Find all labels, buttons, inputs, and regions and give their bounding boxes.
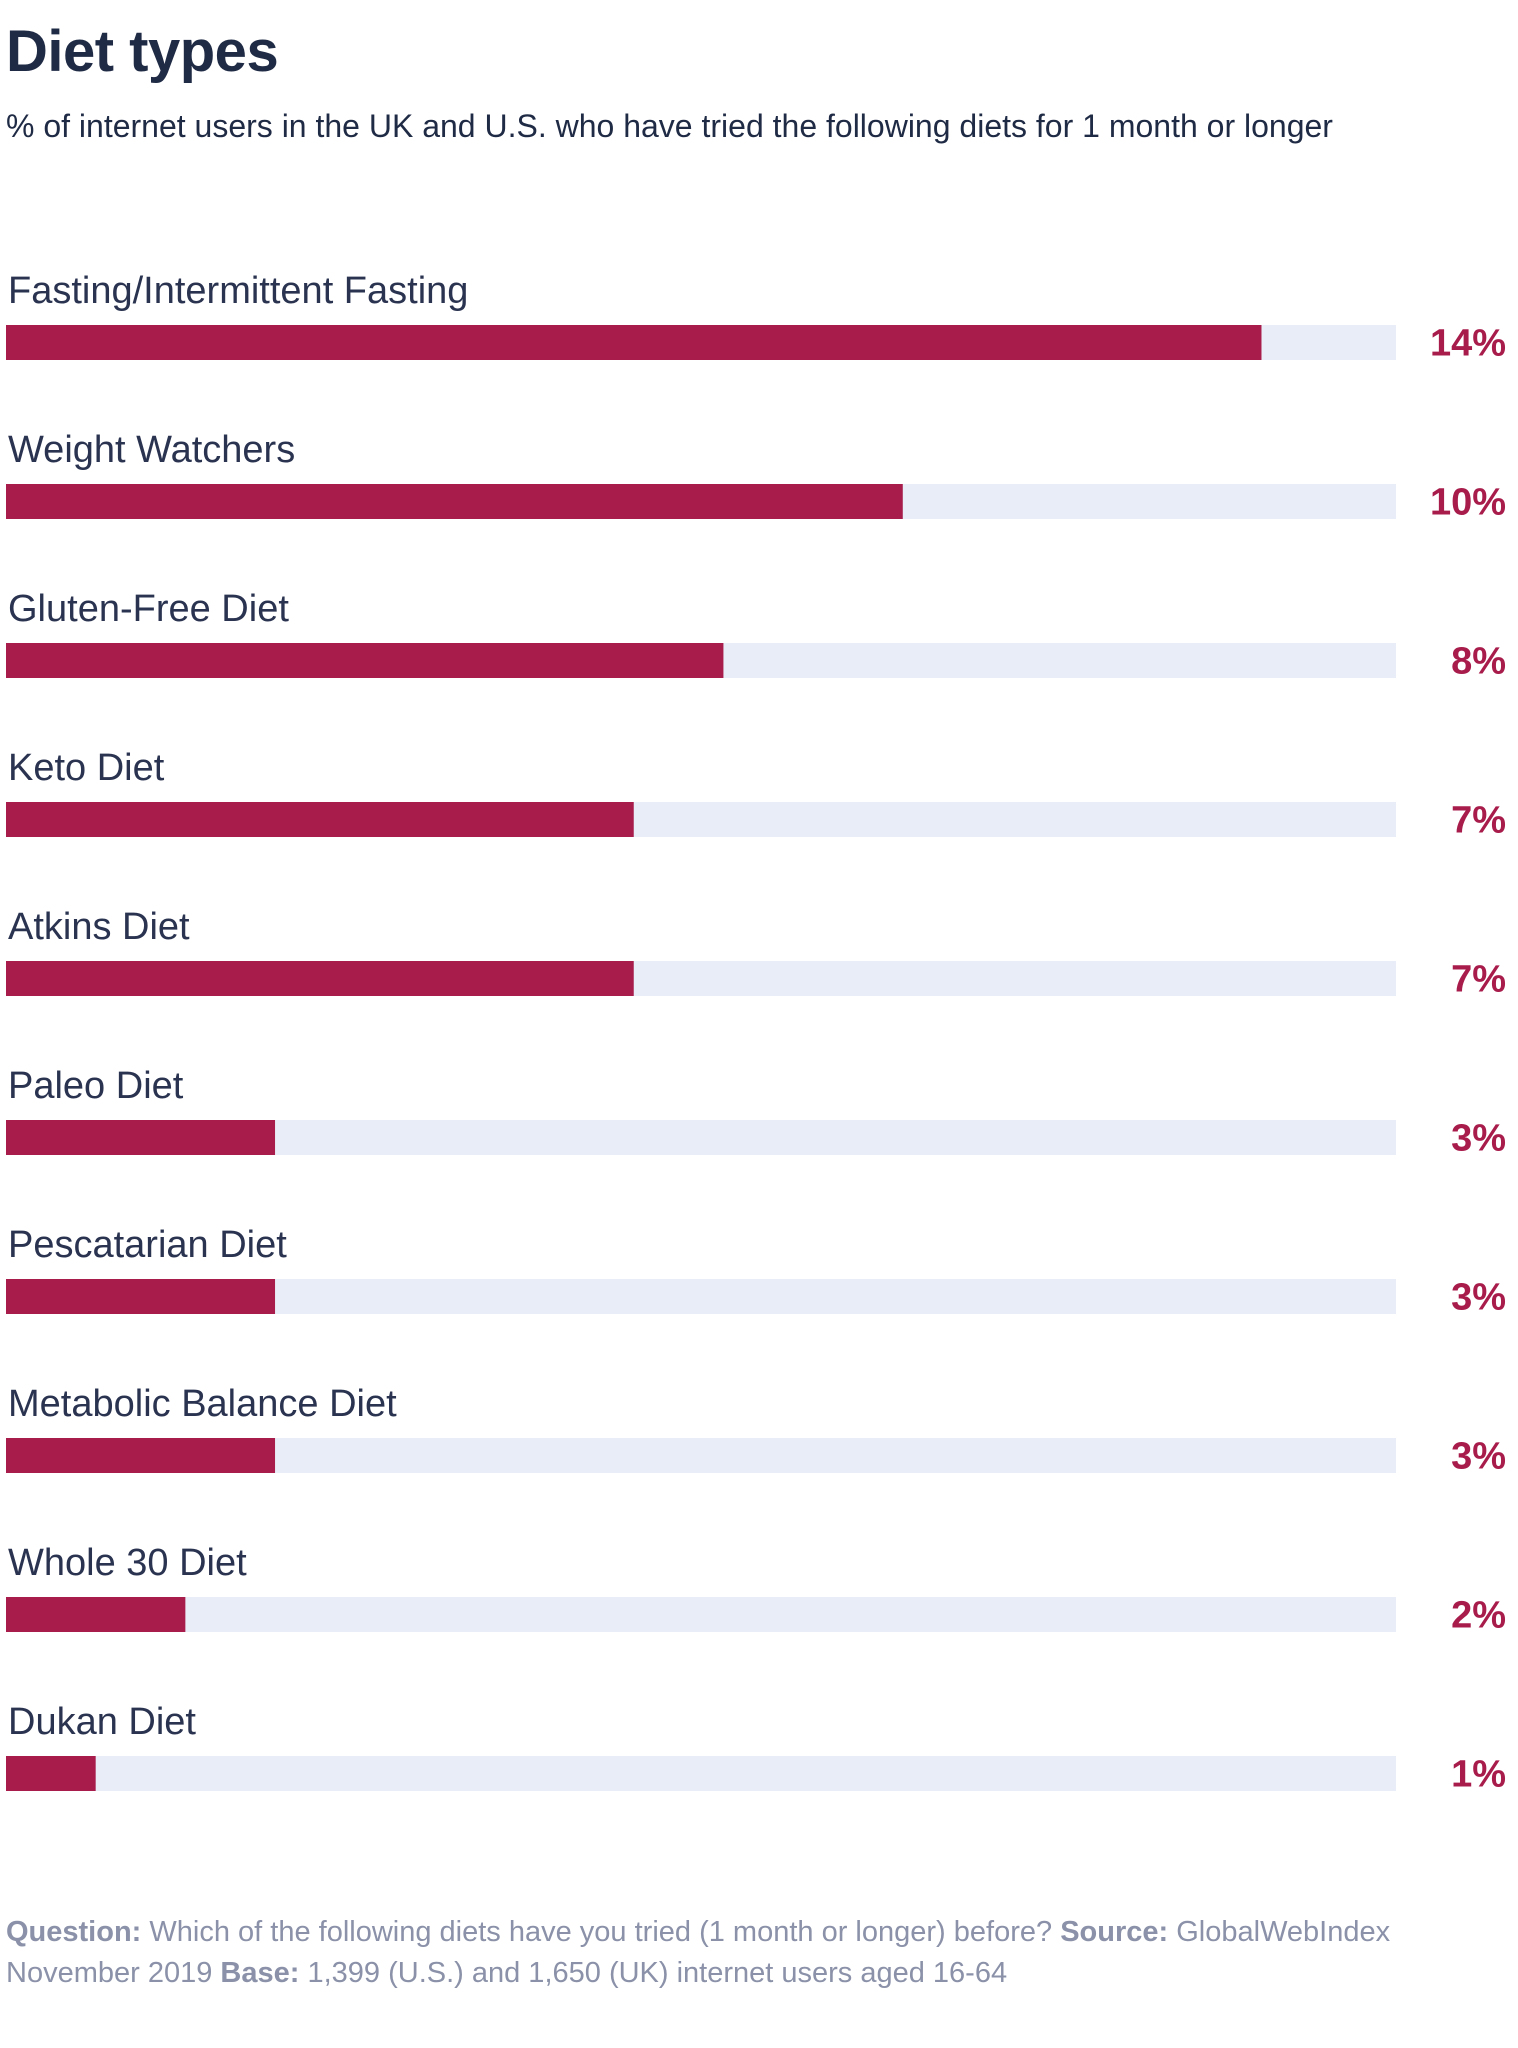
- category-label-keto-diet: Keto Diet: [8, 747, 165, 789]
- bar-track-whole-30-diet: [6, 1597, 1396, 1632]
- value-label-fasting-intermittent-fasting: 14%: [1430, 323, 1506, 365]
- bar-weight-watchers: [6, 484, 903, 519]
- base-text: 1,399 (U.S.) and 1,650 (UK) internet use…: [307, 1957, 1008, 1989]
- bar-fasting-intermittent-fasting: [6, 325, 1262, 360]
- question-label: Question:: [6, 1916, 142, 1948]
- bar-paleo-diet: [6, 1120, 276, 1155]
- category-label-metabolic-balance-diet: Metabolic Balance Diet: [8, 1383, 397, 1425]
- category-label-atkins-diet: Atkins Diet: [8, 906, 190, 948]
- chart-title: Diet types: [6, 19, 279, 84]
- bar-gluten-free-diet: [6, 643, 724, 678]
- value-label-metabolic-balance-diet: 3%: [1451, 1436, 1506, 1478]
- category-label-weight-watchers: Weight Watchers: [8, 429, 295, 471]
- value-label-dukan-diet: 1%: [1451, 1754, 1506, 1796]
- value-label-weight-watchers: 10%: [1430, 482, 1506, 524]
- value-label-atkins-diet: 7%: [1451, 959, 1506, 1001]
- bar-dukan-diet: [6, 1756, 96, 1791]
- source-text: GlobalWebIndex November 2019: [6, 1916, 1391, 1989]
- value-label-paleo-diet: 3%: [1451, 1118, 1506, 1160]
- value-label-whole-30-diet: 2%: [1451, 1595, 1506, 1637]
- category-label-whole-30-diet: Whole 30 Diet: [8, 1542, 247, 1584]
- category-label-dukan-diet: Dukan Diet: [8, 1701, 196, 1743]
- chart-footer: Question: Which of the following diets h…: [6, 1912, 1506, 1994]
- bar-pescatarian-diet: [6, 1279, 276, 1314]
- category-label-paleo-diet: Paleo Diet: [8, 1065, 184, 1107]
- value-label-gluten-free-diet: 8%: [1451, 641, 1506, 683]
- value-label-keto-diet: 7%: [1451, 800, 1506, 842]
- bar-chart: Fasting/Intermittent Fasting 14% Weight Wa…: [6, 270, 1506, 1796]
- base-label: Base:: [220, 1957, 300, 1989]
- bar-whole-30-diet: [6, 1597, 186, 1632]
- chart-subtitle: % of internet users in the UK and U.S. w…: [6, 108, 1333, 144]
- category-label-fasting-intermittent-fasting: Fasting/Intermittent Fasting: [8, 270, 468, 312]
- bar-keto-diet: [6, 802, 634, 837]
- bar-track-dukan-diet: [6, 1756, 1396, 1791]
- bar-metabolic-balance-diet: [6, 1438, 276, 1473]
- category-label-gluten-free-diet: Gluten-Free Diet: [8, 588, 289, 630]
- question-text: Which of the following diets have you tr…: [149, 1916, 1053, 1948]
- value-label-pescatarian-diet: 3%: [1451, 1277, 1506, 1319]
- source-label: Source:: [1060, 1916, 1169, 1948]
- bar-atkins-diet: [6, 961, 634, 996]
- category-label-pescatarian-diet: Pescatarian Diet: [8, 1224, 287, 1266]
